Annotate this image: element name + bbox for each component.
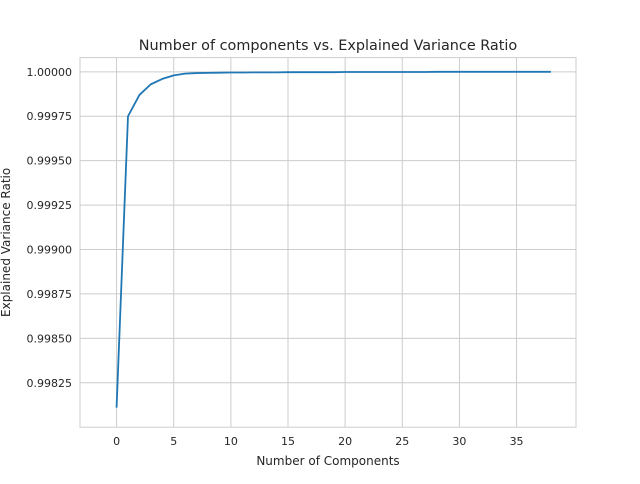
x-tick-label: 5 xyxy=(170,435,177,448)
x-tick-label: 0 xyxy=(113,435,120,448)
y-tick-label: 0.99825 xyxy=(27,377,73,390)
y-tick-label: 0.99950 xyxy=(27,155,73,168)
y-tick-label: 0.99850 xyxy=(27,332,73,345)
x-axis-label: Number of Components xyxy=(256,454,399,468)
x-tick-label: 30 xyxy=(452,435,466,448)
x-tick-label: 20 xyxy=(338,435,352,448)
y-axis-label: Explained Variance Ratio xyxy=(0,168,13,317)
y-tick-label: 0.99900 xyxy=(27,244,73,257)
x-tick-label: 25 xyxy=(395,435,409,448)
x-tick-label: 35 xyxy=(510,435,524,448)
series-layer xyxy=(115,70,551,408)
y-tick-label: 0.99975 xyxy=(27,110,73,123)
series-line xyxy=(115,70,551,408)
y-tick-label: 0.99875 xyxy=(27,288,73,301)
y-tick-label: 0.99925 xyxy=(27,199,73,212)
x-tick-labels: 0 5 10 15 20 25 30 35 xyxy=(113,435,524,448)
grid-lines xyxy=(80,57,576,428)
y-tick-labels: 0.99825 0.99850 0.99875 0.99900 0.99925 0.999… xyxy=(27,66,73,390)
y-tick-label: 1.00000 xyxy=(27,66,73,79)
x-tick-label: 15 xyxy=(281,435,295,448)
plot-area xyxy=(79,57,577,428)
chart-title: Number of components vs. Explained Varia… xyxy=(139,38,518,54)
x-tick-label: 10 xyxy=(224,435,238,448)
